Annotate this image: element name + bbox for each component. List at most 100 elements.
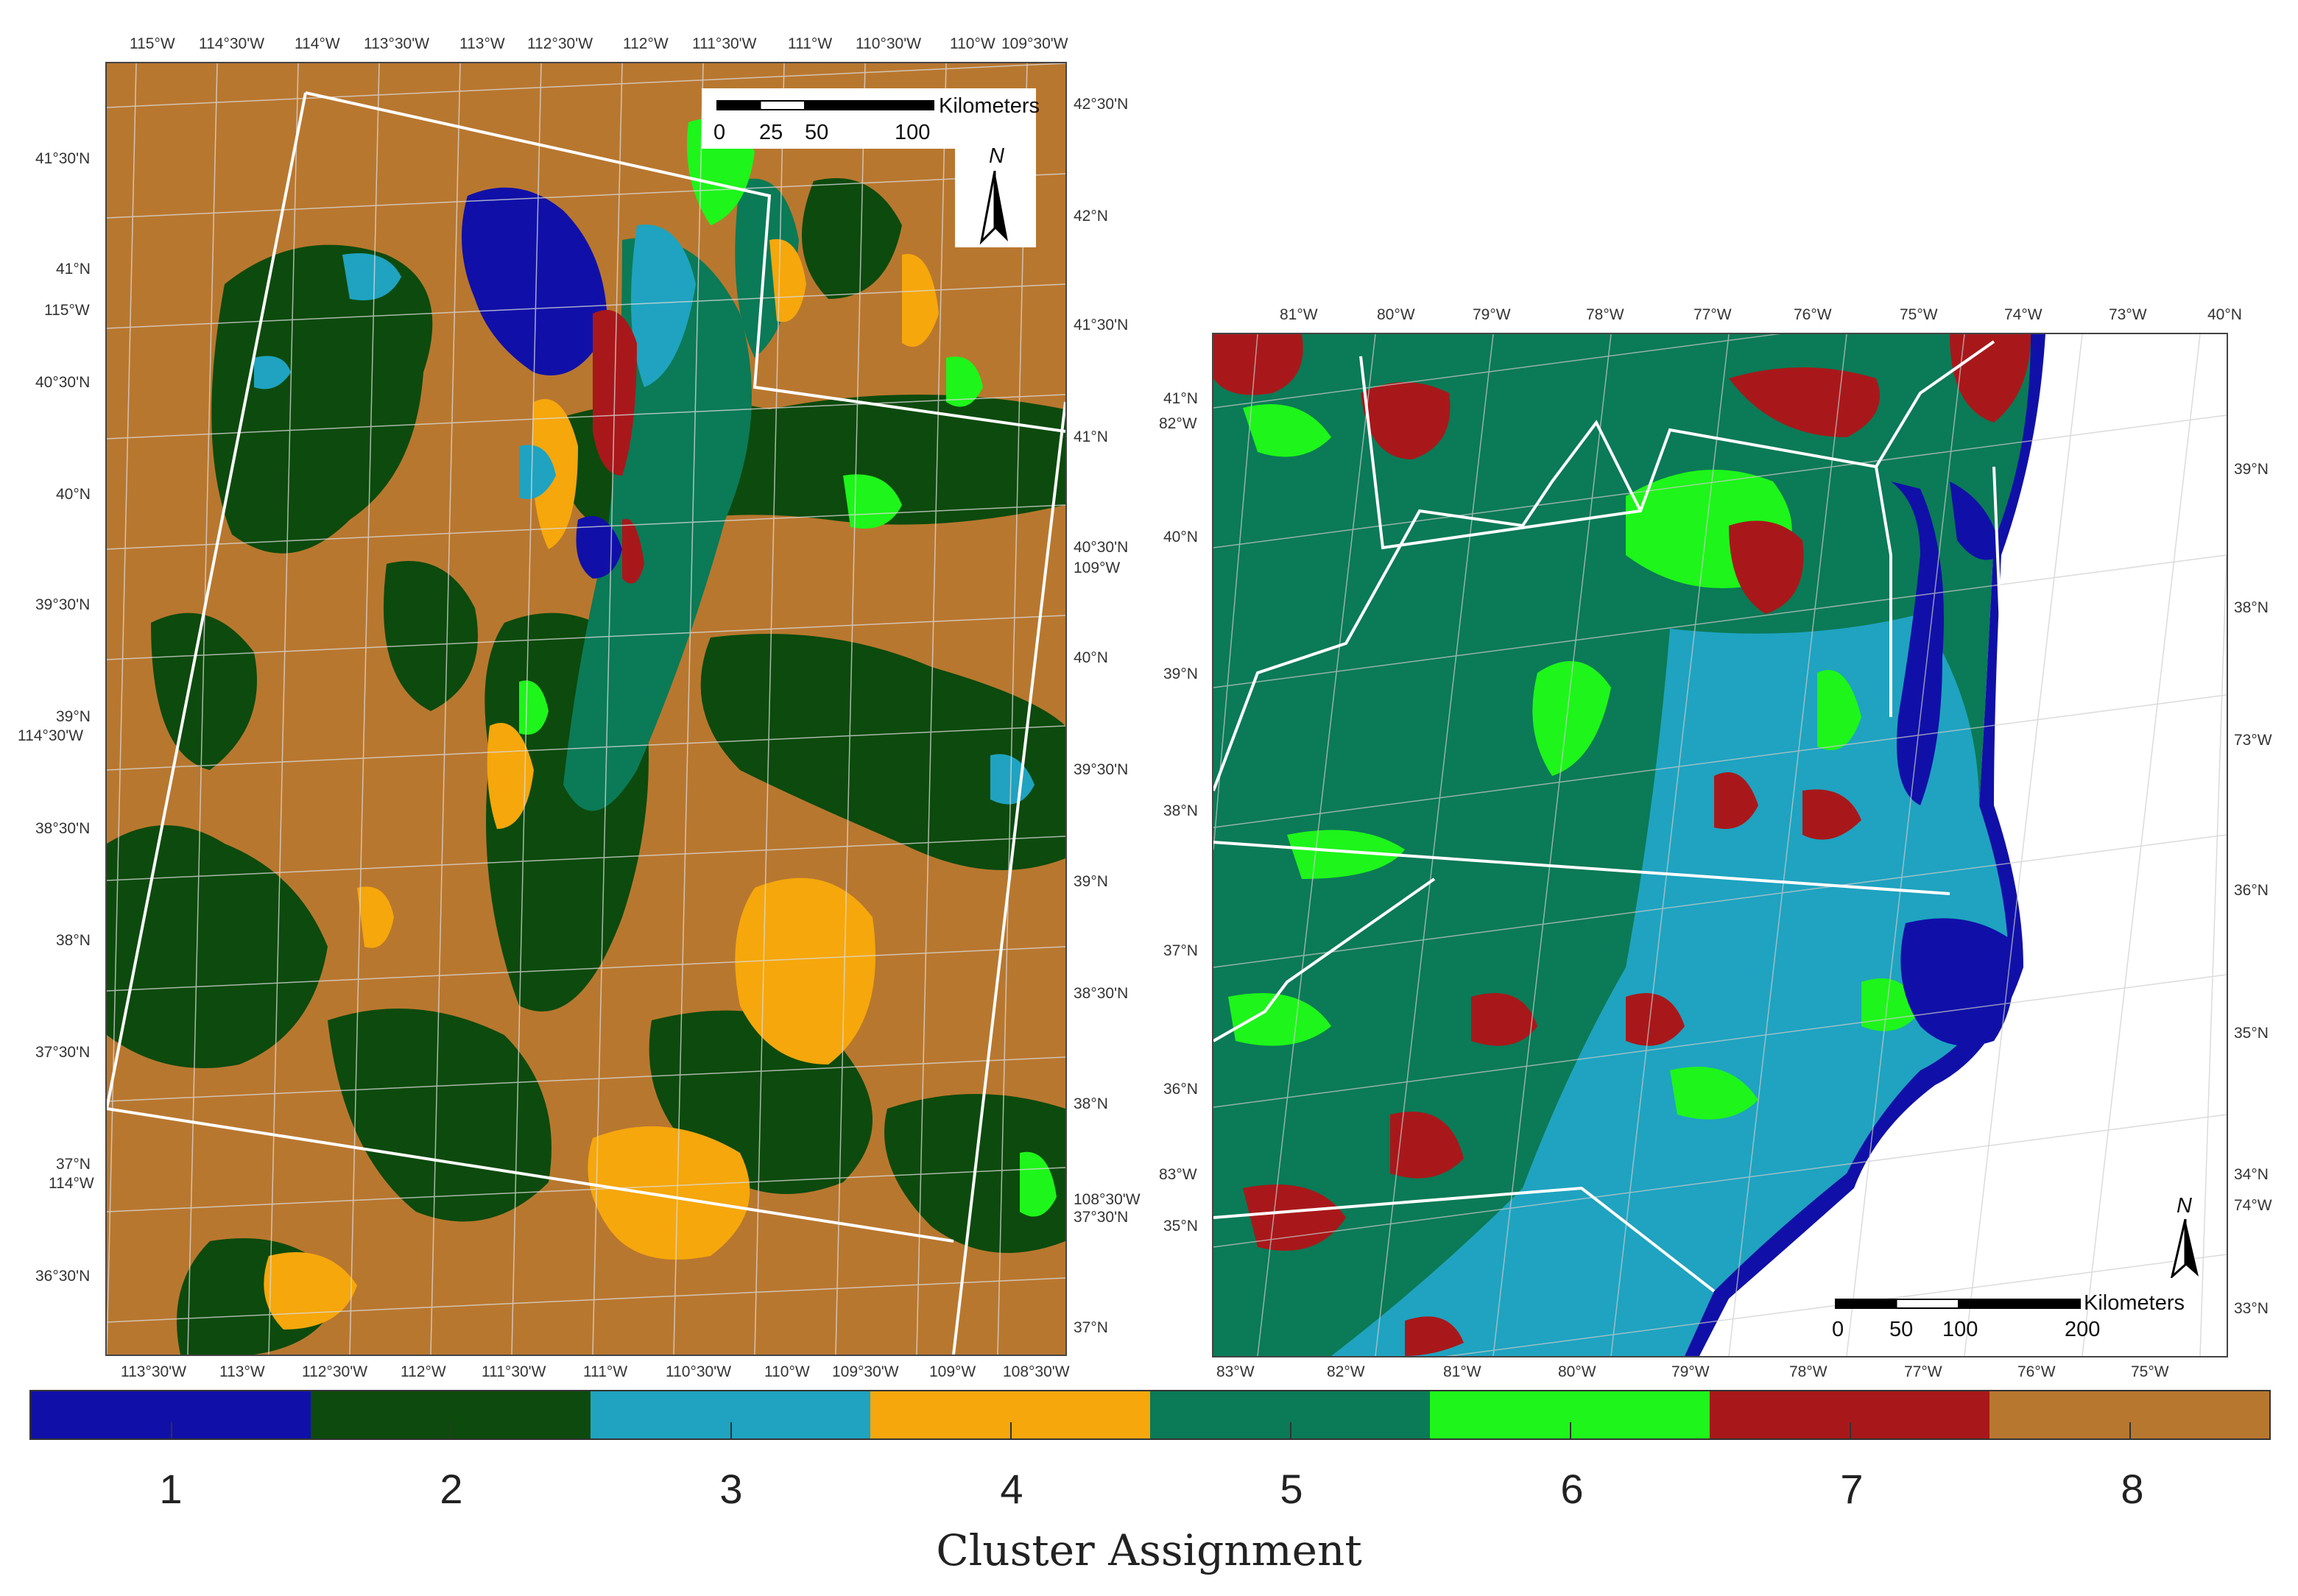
lat-label: 41°N — [1163, 390, 1198, 407]
lat-label: 38°30'N — [35, 820, 91, 837]
north-arrow-icon — [979, 171, 1008, 244]
legend-label-1: 1 — [159, 1466, 183, 1512]
legend-swatch-4 — [870, 1391, 1150, 1438]
lat-label: 39°30'N — [1074, 761, 1129, 778]
lon-label: 109°30'W — [832, 1363, 899, 1380]
lat-label: 40°N — [1163, 529, 1198, 545]
lat-label: 37°N — [1074, 1319, 1108, 1336]
cluster-legend-bar — [29, 1390, 2271, 1440]
lat-label: 41°30'N — [1074, 317, 1129, 333]
lat-label: 36°30'N — [35, 1268, 91, 1285]
lon-label: 74°W — [2234, 1197, 2272, 1214]
north-arrow-box: N — [2156, 1194, 2215, 1282]
legend-swatch-6 — [1430, 1391, 1710, 1438]
lat-label: 40°N — [56, 486, 91, 503]
lon-label: 79°W — [1473, 306, 1511, 323]
lon-label: 110°W — [764, 1363, 810, 1380]
utah-cluster-raster — [107, 63, 1065, 1355]
lon-label: 79°W — [1671, 1363, 1710, 1380]
lon-label: 111°W — [583, 1363, 628, 1380]
scale-unit: Kilometers — [939, 94, 1040, 118]
legend-label-2: 2 — [440, 1466, 463, 1512]
legend-label-6: 6 — [1560, 1466, 1584, 1512]
lon-label: 111°W — [788, 35, 833, 52]
legend-label-5: 5 — [1280, 1466, 1303, 1512]
mid-atlantic-cluster-map: Kilometers 0 50 100 200 N — [1212, 333, 2228, 1357]
lon-label: 75°W — [2131, 1363, 2169, 1380]
scale-tick: 50 — [1889, 1318, 1914, 1341]
lon-label: 110°W — [950, 35, 995, 52]
lat-label: 41°N — [1074, 428, 1108, 445]
lat-label: 38°30'N — [1074, 985, 1129, 1002]
utah-cluster-map: Kilometers 0 25 50 100 N — [105, 62, 1067, 1356]
lon-label: 111°30'W — [482, 1363, 546, 1380]
lat-label: 36°N — [1163, 1081, 1198, 1098]
lat-label: 42°30'N — [1074, 96, 1129, 113]
lon-label: 83°W — [1159, 1166, 1197, 1183]
scale-tick: 0 — [1832, 1318, 1844, 1341]
lon-label: 76°W — [2017, 1363, 2056, 1380]
legend-swatch-8 — [1989, 1391, 2269, 1438]
scale-tick: 100 — [895, 121, 931, 144]
lat-label: 39°N — [1163, 665, 1198, 682]
lat-label: 40°N — [2207, 306, 2242, 323]
lon-label: 115°W — [44, 302, 90, 319]
scale-bar — [716, 100, 934, 110]
lon-label: 81°W — [1443, 1363, 1481, 1380]
legend-label-4: 4 — [1000, 1466, 1023, 1512]
lon-label: 112°W — [401, 1363, 446, 1380]
lon-label: 77°W — [1693, 306, 1732, 323]
lon-label: 110°30'W — [856, 35, 922, 52]
lon-label: 113°30'W — [121, 1363, 187, 1380]
lon-label: 73°W — [2109, 306, 2147, 323]
lat-label: 35°N — [1163, 1218, 1198, 1235]
north-arrow-icon — [2170, 1219, 2199, 1278]
lon-label: 110°30'W — [666, 1363, 732, 1380]
lat-label: 42°N — [1074, 208, 1108, 225]
lon-label: 114°30'W — [18, 727, 84, 744]
lat-label: 40°N — [1074, 649, 1108, 666]
north-arrow-box: N — [955, 144, 1036, 247]
lon-label: 109°W — [1074, 559, 1121, 576]
lon-label: 108°30'W — [1074, 1191, 1141, 1208]
legend-label-8: 8 — [2121, 1466, 2144, 1512]
lon-label: 82°W — [1327, 1363, 1365, 1380]
lon-label: 73°W — [2234, 732, 2272, 749]
lon-label: 109°30'W — [1001, 35, 1068, 52]
scale-bar-box: Kilometers 0 25 50 100 — [702, 88, 1040, 149]
lon-label: 111°30'W — [692, 35, 757, 52]
north-label: N — [2177, 1194, 2192, 1218]
lon-label: 82°W — [1159, 415, 1197, 432]
lat-label: 39°30'N — [35, 596, 91, 613]
lon-label: 108°30'W — [1003, 1363, 1070, 1380]
lon-label: 80°W — [1558, 1363, 1596, 1380]
lon-label: 114°W — [295, 35, 340, 52]
legend-swatch-3 — [591, 1391, 870, 1438]
lat-label: 38°N — [56, 932, 91, 949]
legend-swatch-2 — [311, 1391, 591, 1438]
legend-swatch-7 — [1710, 1391, 1989, 1438]
lat-label: 40°30'N — [1074, 539, 1129, 556]
scale-tick: 0 — [713, 121, 726, 144]
legend-label-7: 7 — [1840, 1466, 1864, 1512]
lon-label: 76°W — [1794, 306, 1832, 323]
mid-atlantic-cluster-raster — [1213, 334, 2227, 1356]
lon-label: 114°W — [49, 1175, 94, 1192]
lat-label: 41°N — [56, 261, 91, 278]
scale-tick: 100 — [1942, 1318, 1978, 1341]
lat-label: 37°30'N — [1074, 1209, 1129, 1226]
lon-label: 112°30'W — [302, 1363, 368, 1380]
legend-swatch-1 — [31, 1391, 311, 1438]
lat-label: 40°30'N — [35, 374, 91, 391]
lon-label: 113°W — [219, 1363, 265, 1380]
lon-label: 75°W — [1900, 306, 1938, 323]
lon-label: 77°W — [1904, 1363, 1942, 1380]
lon-label: 112°30'W — [527, 35, 593, 52]
legend-label-3: 3 — [719, 1466, 743, 1512]
lat-label: 34°N — [2234, 1166, 2269, 1183]
lat-label: 41°30'N — [35, 150, 91, 167]
legend-title: Cluster Assignment — [936, 1525, 1362, 1575]
lon-label: 78°W — [1789, 1363, 1828, 1380]
lat-label: 37°N — [56, 1156, 91, 1173]
lat-label: 38°N — [2234, 599, 2269, 616]
